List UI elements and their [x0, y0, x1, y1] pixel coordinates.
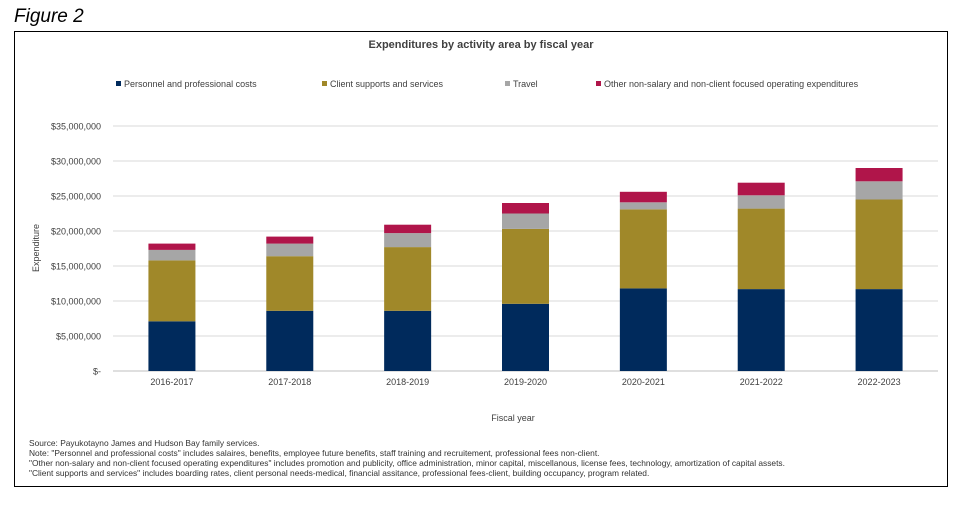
bar-travel-2017-2018	[266, 243, 314, 257]
bar-travel-2018-2019	[384, 233, 432, 248]
bar-client-2021-2022	[737, 208, 785, 290]
bar-client-2016-2017	[148, 260, 196, 322]
bar-other-2019-2020	[502, 203, 549, 214]
bar-other-2018-2019	[384, 224, 432, 234]
legend-label-client: Client supports and services	[330, 79, 444, 89]
bars	[148, 168, 903, 371]
x-tick-label: 2017-2018	[268, 377, 311, 387]
y-tick-label: $25,000,000	[51, 192, 101, 202]
bar-travel-2016-2017	[148, 249, 196, 261]
bar-travel-2019-2020	[502, 213, 549, 229]
bar-personnel-2020-2021	[619, 288, 667, 371]
bar-personnel-2018-2019	[384, 310, 432, 371]
x-axis-ticks: 2016-2017 2017-2018 2018-2019 2019-2020 2020…	[150, 377, 900, 387]
bar-travel-2020-2021	[619, 202, 667, 210]
bar-client-2018-2019	[384, 247, 432, 311]
bar-other-2021-2022	[737, 182, 785, 196]
bar-personnel-2017-2018	[266, 310, 314, 371]
bar-other-2020-2021	[619, 191, 667, 203]
legend-label-personnel: Personnel and professional costs	[124, 79, 257, 89]
bar-personnel-2019-2020	[502, 303, 549, 371]
y-tick-label: $20,000,000	[51, 227, 101, 237]
note-line: Note: "Personnel and professional costs"…	[29, 448, 600, 458]
legend-swatch-other	[596, 81, 601, 86]
source-line: Source: Payukotayno James and Hudson Bay…	[29, 438, 260, 448]
x-tick-label: 2021-2022	[740, 377, 783, 387]
x-tick-label: 2016-2017	[150, 377, 193, 387]
bar-personnel-2016-2017	[148, 321, 196, 371]
bar-personnel-2022-2023	[855, 289, 903, 371]
y-axis-label: Expenditure	[31, 224, 41, 272]
legend-swatch-travel	[505, 81, 510, 86]
y-axis-ticks: $- $5,000,000 $10,000,000 $15,000,000 $20,00…	[51, 122, 101, 377]
chart-frame	[14, 31, 948, 487]
legend: Personnel and professional costs Client s…	[116, 79, 859, 89]
y-tick-label: $10,000,000	[51, 297, 101, 307]
bar-travel-2022-2023	[855, 181, 903, 200]
legend-label-other: Other non-salary and non-client focused …	[604, 79, 859, 89]
bar-other-2016-2017	[148, 243, 196, 250]
x-tick-label: 2018-2019	[386, 377, 429, 387]
bar-other-2022-2023	[855, 168, 903, 182]
bar-travel-2021-2022	[737, 195, 785, 209]
y-tick-label: $-	[93, 367, 101, 377]
x-axis-label: Fiscal year	[491, 413, 535, 423]
x-tick-label: 2020-2021	[622, 377, 665, 387]
y-tick-label: $30,000,000	[51, 157, 101, 167]
y-tick-label: $15,000,000	[51, 262, 101, 272]
bar-client-2020-2021	[619, 209, 667, 289]
legend-swatch-client	[322, 81, 327, 86]
bar-other-2017-2018	[266, 236, 314, 244]
chart-title: Expenditures by activity area by fiscal …	[368, 39, 594, 51]
bar-client-2019-2020	[502, 228, 549, 304]
note-line: "Client supports and services" includes …	[29, 468, 650, 478]
bar-personnel-2021-2022	[737, 289, 785, 371]
bar-client-2022-2023	[855, 199, 903, 290]
x-tick-label: 2019-2020	[504, 377, 547, 387]
y-tick-label: $35,000,000	[51, 122, 101, 132]
x-tick-label: 2022-2023	[858, 377, 901, 387]
y-tick-label: $5,000,000	[56, 332, 101, 342]
legend-label-travel: Travel	[513, 79, 538, 89]
figure-label: Figure 2	[14, 6, 84, 27]
note-line: "Other non-salary and non-client focused…	[29, 458, 785, 468]
bar-client-2017-2018	[266, 256, 314, 311]
legend-swatch-personnel	[116, 81, 121, 86]
source-notes: Source: Payukotayno James and Hudson Bay…	[29, 438, 944, 478]
